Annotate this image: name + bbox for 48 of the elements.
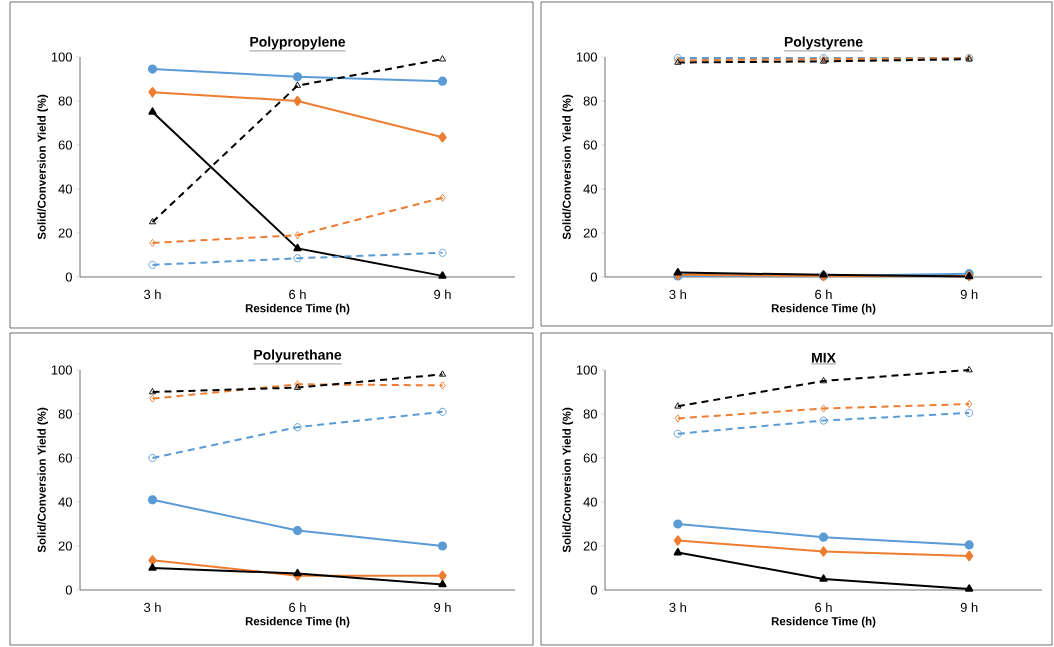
y-tick-label: 100 bbox=[51, 52, 72, 62]
y-axis-title: Solid/Conversion Yield (%) bbox=[562, 94, 574, 240]
y-tick-label: 80 bbox=[58, 96, 72, 106]
x-tick-label: 9 h bbox=[434, 602, 451, 613]
y-tick-label: 80 bbox=[583, 409, 597, 419]
x-tick-label: 3 h bbox=[144, 602, 161, 613]
y-tick-label: 20 bbox=[58, 228, 72, 238]
y-tick-label: 0 bbox=[65, 272, 72, 282]
chart-title: Polyurethane bbox=[254, 349, 342, 363]
chart-title: MIX bbox=[812, 352, 836, 363]
y-tick-label: 80 bbox=[58, 409, 72, 419]
y-tick-label: 0 bbox=[590, 272, 597, 282]
x-axis-title: Residence Time (h) bbox=[771, 303, 876, 315]
x-tick-label: 6 h bbox=[289, 602, 306, 613]
y-tick-label: 0 bbox=[65, 585, 72, 595]
y-tick-label: 60 bbox=[58, 453, 72, 463]
x-axis-title: Residence Time (h) bbox=[245, 616, 350, 628]
chart-title: Polypropylene bbox=[250, 36, 346, 50]
y-tick-label: 60 bbox=[58, 140, 72, 150]
y-tick-label: 40 bbox=[58, 497, 72, 507]
y-axis-title: Solid/Conversion Yield (%) bbox=[562, 407, 574, 553]
y-tick-label: 80 bbox=[583, 96, 597, 106]
y-tick-label: 20 bbox=[583, 541, 597, 551]
chart-title: Polystyrene bbox=[784, 36, 863, 50]
y-tick-label: 0 bbox=[590, 585, 597, 595]
y-tick-label: 60 bbox=[583, 453, 597, 463]
x-tick-label: 6 h bbox=[289, 289, 306, 300]
x-tick-label: 3 h bbox=[669, 289, 686, 300]
x-tick-label: 6 h bbox=[815, 602, 832, 613]
y-axis-title: Solid/Conversion Yield (%) bbox=[37, 94, 49, 240]
y-tick-label: 100 bbox=[576, 365, 597, 375]
y-tick-label: 40 bbox=[583, 497, 597, 507]
y-tick-label: 40 bbox=[583, 184, 597, 194]
x-axis-title: Residence Time (h) bbox=[245, 303, 350, 315]
y-tick-label: 60 bbox=[583, 140, 597, 150]
x-axis-title: Residence Time (h) bbox=[771, 616, 876, 628]
y-tick-label: 20 bbox=[58, 541, 72, 551]
y-tick-label: 20 bbox=[583, 228, 597, 238]
x-tick-label: 9 h bbox=[960, 289, 978, 300]
x-tick-label: 9 h bbox=[960, 602, 978, 613]
x-tick-label: 3 h bbox=[144, 289, 161, 300]
y-tick-label: 100 bbox=[576, 52, 597, 62]
x-tick-label: 3 h bbox=[669, 602, 686, 613]
y-tick-label: 40 bbox=[58, 184, 72, 194]
x-tick-label: 9 h bbox=[434, 289, 451, 300]
y-axis-title: Solid/Conversion Yield (%) bbox=[37, 407, 49, 553]
x-tick-label: 6 h bbox=[815, 289, 832, 300]
y-tick-label: 100 bbox=[51, 365, 72, 375]
